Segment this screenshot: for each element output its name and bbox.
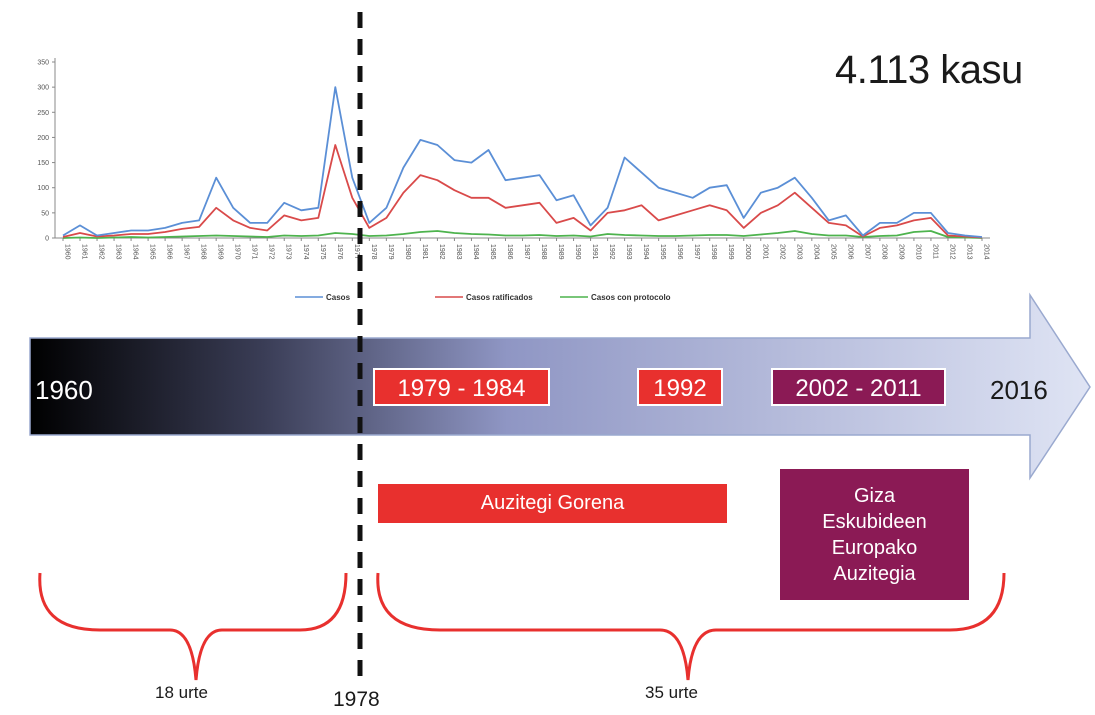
chart-axes: 0 50 100 150 200 250 300 350 1960 1961 1962 1963 196…	[37, 58, 990, 260]
x-tick-label: 1965	[149, 244, 156, 260]
x-tick-label: 2010	[914, 244, 921, 260]
cases-line-chart: 0 50 100 150 200 250 300 350 1960 1961 1962 1963 196…	[37, 58, 990, 302]
y-tick-label: 50	[41, 210, 49, 217]
y-tick-label: 0	[45, 236, 49, 243]
x-tick-label: 1982	[438, 244, 445, 260]
x-tick-label: 1960	[64, 244, 71, 260]
x-tick-label: 2005	[829, 244, 836, 260]
x-tick-label: 1977	[353, 244, 360, 260]
supreme-court-bar: Auzitegi Gorena	[378, 484, 727, 523]
period-1992: 1992	[637, 368, 723, 406]
x-tick-label: 1973	[285, 244, 292, 260]
echr-label: Giza Eskubideen Europako Auzitegia	[822, 484, 927, 585]
x-tick-label: 1971	[251, 244, 258, 260]
x-tick-label: 1972	[268, 244, 275, 260]
legend-label: Casos	[326, 293, 351, 302]
y-tick-label: 250	[37, 110, 49, 117]
x-tick-label: 2011	[931, 244, 938, 259]
x-tick-label: 1980	[404, 244, 411, 260]
x-tick-label: 1964	[132, 244, 139, 260]
x-tick-label: 1962	[98, 244, 105, 260]
x-tick-label: 1961	[81, 244, 88, 260]
x-tick-label: 1969	[217, 244, 224, 260]
x-tick-label: 1990	[574, 244, 581, 260]
x-tick-label: 1974	[302, 244, 309, 260]
arrow-shape	[29, 292, 1091, 481]
x-tick-label: 1995	[659, 244, 666, 260]
x-tick-label: 1976	[336, 244, 343, 260]
series-line	[62, 230, 983, 239]
right-brace	[376, 572, 1006, 681]
x-tick-label: 1998	[710, 244, 717, 260]
x-tick-label: 1997	[693, 244, 700, 260]
echr-box: Giza Eskubideen Europako Auzitegia	[780, 469, 969, 600]
x-tick-label: 1979	[387, 244, 394, 260]
legend-label: Casos con protocolo	[591, 293, 671, 302]
x-tick-label: 1989	[557, 244, 564, 260]
x-tick-label: 1994	[642, 244, 649, 260]
left-brace-label: 18 urte	[155, 683, 208, 702]
series-line	[62, 144, 983, 239]
y-tick-label: 150	[37, 160, 49, 167]
series-line	[62, 86, 983, 238]
x-tick-label: 1987	[523, 244, 530, 260]
x-tick-label: 1984	[472, 244, 479, 260]
timeline-start-year: 1960	[35, 375, 93, 405]
chart-legend: Casos Casos ratificados Casos con protocol…	[295, 293, 671, 302]
x-tick-label: 2014	[983, 244, 990, 260]
case-count-headline: 4.113 kasu	[835, 48, 1023, 92]
right-brace-label: 35 urte	[645, 683, 698, 702]
x-tick-label: 1968	[200, 244, 207, 260]
x-tick-label: 1991	[591, 244, 598, 260]
x-tick-label: 2001	[761, 244, 768, 260]
legend-label: Casos ratificados	[466, 293, 533, 302]
x-tick-label: 1970	[234, 244, 241, 260]
x-tick-label: 1975	[319, 244, 326, 260]
x-tick-label: 1967	[183, 244, 190, 260]
x-tick-label: 2004	[812, 244, 819, 260]
x-tick-label: 1999	[727, 244, 734, 260]
timeline-arrow	[29, 292, 1091, 481]
y-tick-label: 300	[37, 85, 49, 92]
x-tick-label: 1985	[489, 244, 496, 260]
x-tick-label: 2006	[846, 244, 853, 260]
x-tick-label: 2012	[948, 244, 955, 260]
x-tick-label: 1996	[676, 244, 683, 260]
timeline-end-year: 2016	[990, 375, 1048, 405]
y-tick-label: 100	[37, 185, 49, 192]
period-1979-1984: 1979 - 1984	[373, 368, 550, 406]
x-tick-label: 1983	[455, 244, 462, 260]
x-tick-label: 2002	[778, 244, 785, 260]
x-tick-label: 1963	[115, 244, 122, 260]
x-tick-label: 1992	[608, 244, 615, 260]
marker-year-label: 1978	[333, 688, 380, 711]
y-tick-label: 200	[37, 135, 49, 142]
x-tick-label: 1993	[625, 244, 632, 260]
x-tick-label: 2007	[863, 244, 870, 260]
chart-series	[62, 86, 983, 239]
x-tick-label: 1981	[421, 244, 428, 260]
x-tick-label: 1986	[506, 244, 513, 260]
x-tick-label: 2013	[965, 244, 972, 260]
x-tick-label: 1966	[166, 244, 173, 260]
x-tick-label: 2008	[880, 244, 887, 260]
y-tick-label: 350	[37, 60, 49, 67]
x-tick-label: 2003	[795, 244, 802, 260]
x-tick-label: 2000	[744, 244, 751, 260]
left-brace	[38, 572, 348, 681]
period-2002-2011: 2002 - 2011	[771, 368, 946, 406]
x-tick-label: 2009	[897, 244, 904, 260]
x-tick-label: 1978	[370, 244, 377, 260]
x-tick-label: 1988	[540, 244, 547, 260]
